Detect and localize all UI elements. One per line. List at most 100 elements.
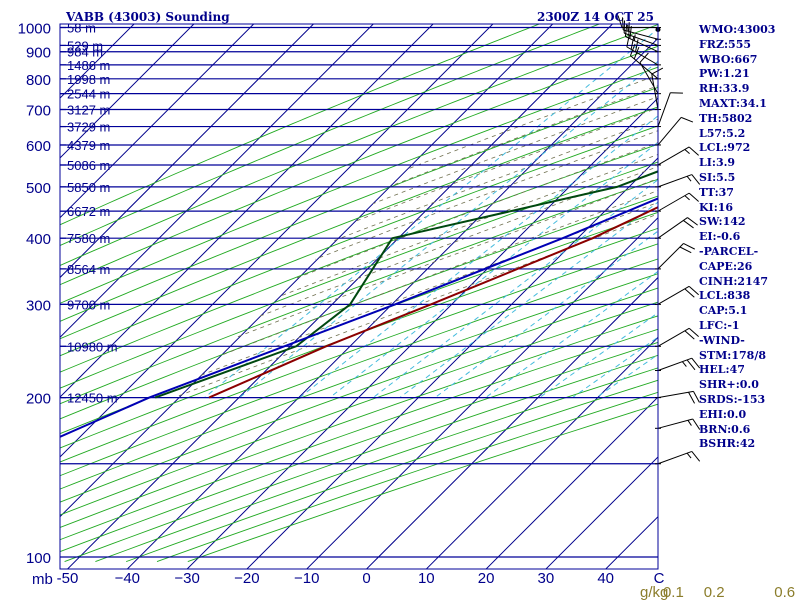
wind-barb-half-flag xyxy=(687,420,692,426)
wind-barb-shaft xyxy=(651,73,659,110)
dry-adiabat-line xyxy=(60,125,658,357)
dry-adiabat-line xyxy=(60,66,658,304)
wind-barb-shaft xyxy=(657,450,692,465)
wind-barb-flag xyxy=(693,391,700,403)
isobars xyxy=(60,26,658,558)
moist-adiabat-line xyxy=(332,118,658,242)
height-label: 8564 m xyxy=(67,262,110,277)
index-entry: FRZ:555 xyxy=(699,37,752,51)
index-entry: -PARCEL- xyxy=(699,244,759,258)
wind-barb xyxy=(657,450,701,465)
mixing-ratio-line xyxy=(299,115,658,398)
wind-barb-flag xyxy=(683,243,695,250)
moist-adiabat-line xyxy=(407,74,658,170)
index-entry: SW:142 xyxy=(699,215,746,229)
index-entry: HEL:47 xyxy=(699,363,745,377)
pressure-tick-label: 1000 xyxy=(18,21,51,38)
isotherm-line xyxy=(366,276,658,569)
dry-adiabat-line xyxy=(60,24,541,226)
isotherm-line xyxy=(485,396,658,569)
chart-title: VABB (43003) Sounding xyxy=(65,10,230,24)
index-entry: KI:16 xyxy=(699,200,734,214)
index-entry: CINH:2147 xyxy=(699,274,769,288)
mixing-ratio-line xyxy=(434,230,658,399)
wind-barb xyxy=(657,327,699,347)
pressure-tick-label: 900 xyxy=(26,45,51,62)
parcel-line xyxy=(60,197,658,438)
wind-barb-flag xyxy=(688,285,699,296)
height-label: 2544 m xyxy=(67,87,110,102)
dry-adiabat-line xyxy=(60,243,658,463)
wind-barb-shaft xyxy=(657,217,688,239)
wind-barb-flag xyxy=(686,359,696,371)
isotherm-line xyxy=(60,24,434,398)
index-entry: WBO:667 xyxy=(699,52,758,66)
wind-barb xyxy=(657,192,699,212)
dry-adiabat-line xyxy=(60,258,658,477)
wind-barb-shaft xyxy=(657,357,692,371)
index-entry: TT:37 xyxy=(699,185,734,199)
temperature-tick-label: 40 xyxy=(597,570,614,587)
dry-adiabat-line xyxy=(95,367,658,563)
isotherm-line xyxy=(60,24,255,219)
wind-barb-shaft xyxy=(657,285,690,305)
profile-lines xyxy=(60,170,658,438)
isotherm-line xyxy=(186,97,658,569)
wind-barb xyxy=(657,390,700,404)
wind-barb-flag xyxy=(639,52,649,63)
height-label: 5850 m xyxy=(67,180,110,195)
mixing-ratio-line xyxy=(329,141,658,398)
index-entry: PW:1.21 xyxy=(699,67,750,81)
dry-adiabat-line xyxy=(60,161,658,389)
moist-adiabat-line xyxy=(278,154,658,298)
wind-barb-shaft xyxy=(630,55,659,80)
wind-barb-flag xyxy=(688,146,699,156)
wind-barb-half-flag xyxy=(684,195,690,201)
height-label: 12450 m xyxy=(67,391,118,406)
wind-barb-flag xyxy=(680,116,694,123)
height-label: 3127 m xyxy=(67,103,110,118)
wind-barb xyxy=(629,43,659,80)
wind-barb-flag xyxy=(633,46,640,60)
height-label: 9700 m xyxy=(67,297,110,312)
wind-barb-flag xyxy=(629,43,636,56)
pressure-tick-label: 200 xyxy=(26,391,51,408)
wind-barb xyxy=(657,285,699,305)
mixing-ratio-line xyxy=(372,179,658,399)
wind-barb-flag xyxy=(691,174,701,185)
wind-barb-flag xyxy=(624,23,628,37)
height-label: 1998 m xyxy=(67,72,110,87)
mixing-ratio-line xyxy=(399,201,658,399)
wind-barb-shaft xyxy=(657,174,692,188)
dry-adiabat-line xyxy=(60,106,658,340)
temperature-tick-label: -50 xyxy=(57,570,79,587)
wind-barb-flag xyxy=(691,451,701,462)
dry-adiabat-line xyxy=(60,24,658,266)
height-label: 10980 m xyxy=(67,339,118,354)
mixing-ratio-line xyxy=(239,60,658,398)
index-entry: TH:5802 xyxy=(699,111,753,125)
isotherm-line xyxy=(60,24,315,279)
isotherm-line xyxy=(127,37,658,569)
dry-adiabat-line xyxy=(60,45,658,286)
temperature-tick-label: 30 xyxy=(538,570,555,587)
wind-barb-half-flag xyxy=(684,149,690,155)
pressure-tick-label: 600 xyxy=(26,138,51,155)
wind-barb xyxy=(657,418,701,430)
index-entry: CAPE:26 xyxy=(699,259,753,273)
diagram-background-lines xyxy=(60,24,658,569)
mixing-ratio-unit: g/kg xyxy=(640,584,668,600)
wind-barb-flag xyxy=(687,217,698,226)
temperature-labels: -50 −40 −30 −20 −10 0 10 20 30 40 C xyxy=(57,570,665,587)
isotherm-line xyxy=(60,24,375,339)
chart-datetime: 2300Z 14 OCT 25 xyxy=(537,10,654,24)
pressure-tick-label: 700 xyxy=(26,103,51,120)
wind-barb xyxy=(639,52,659,94)
height-label: 6672 m xyxy=(67,204,110,219)
moist-adiabat-line xyxy=(372,96,658,204)
wind-barb-shaft xyxy=(657,117,682,146)
wind-barb-half-flag xyxy=(686,452,692,459)
height-label: 7580 m xyxy=(67,231,110,246)
